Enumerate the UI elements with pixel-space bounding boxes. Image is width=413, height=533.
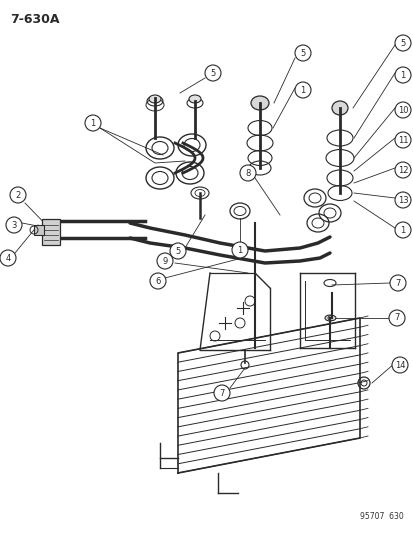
Text: 6: 6	[155, 277, 160, 286]
Text: 1: 1	[300, 85, 305, 94]
Text: 5: 5	[210, 69, 215, 77]
Text: 7: 7	[394, 279, 400, 287]
Text: 5: 5	[300, 49, 305, 58]
Circle shape	[394, 222, 410, 238]
Circle shape	[170, 243, 185, 259]
Ellipse shape	[327, 316, 335, 320]
Circle shape	[294, 82, 310, 98]
Text: 13: 13	[397, 196, 407, 205]
Ellipse shape	[189, 95, 201, 103]
Circle shape	[214, 385, 230, 401]
Text: 11: 11	[397, 135, 407, 144]
Circle shape	[389, 275, 405, 291]
Text: 2: 2	[15, 190, 21, 199]
Text: 8: 8	[245, 168, 250, 177]
Circle shape	[294, 45, 310, 61]
Bar	[34, 225, 44, 235]
Circle shape	[204, 65, 221, 81]
Text: 1: 1	[237, 246, 242, 254]
Circle shape	[394, 192, 410, 208]
Text: 14: 14	[394, 360, 404, 369]
Circle shape	[240, 165, 255, 181]
Ellipse shape	[149, 95, 161, 103]
Text: 3: 3	[11, 221, 17, 230]
Circle shape	[0, 250, 16, 266]
Bar	[42, 219, 60, 245]
Text: 1: 1	[90, 118, 95, 127]
Text: 5: 5	[399, 38, 405, 47]
Text: 7-630A: 7-630A	[10, 13, 59, 26]
Circle shape	[85, 115, 101, 131]
Text: 9: 9	[162, 256, 167, 265]
Circle shape	[157, 253, 173, 269]
Text: 5: 5	[175, 246, 180, 255]
Circle shape	[6, 217, 22, 233]
Text: 12: 12	[397, 166, 407, 174]
Ellipse shape	[250, 96, 268, 110]
Text: 95707  630: 95707 630	[359, 512, 403, 521]
Text: 7: 7	[393, 313, 399, 322]
Text: 7: 7	[219, 389, 224, 398]
Circle shape	[150, 273, 166, 289]
Ellipse shape	[324, 315, 334, 321]
Text: 10: 10	[397, 106, 407, 115]
Text: 1: 1	[399, 225, 405, 235]
Circle shape	[388, 310, 404, 326]
Circle shape	[394, 132, 410, 148]
Ellipse shape	[331, 101, 347, 115]
Text: 4: 4	[5, 254, 11, 262]
Circle shape	[10, 187, 26, 203]
Text: 1: 1	[399, 70, 405, 79]
Circle shape	[394, 162, 410, 178]
Circle shape	[394, 35, 410, 51]
Circle shape	[231, 242, 247, 258]
Circle shape	[391, 357, 407, 373]
Circle shape	[394, 102, 410, 118]
Circle shape	[394, 67, 410, 83]
